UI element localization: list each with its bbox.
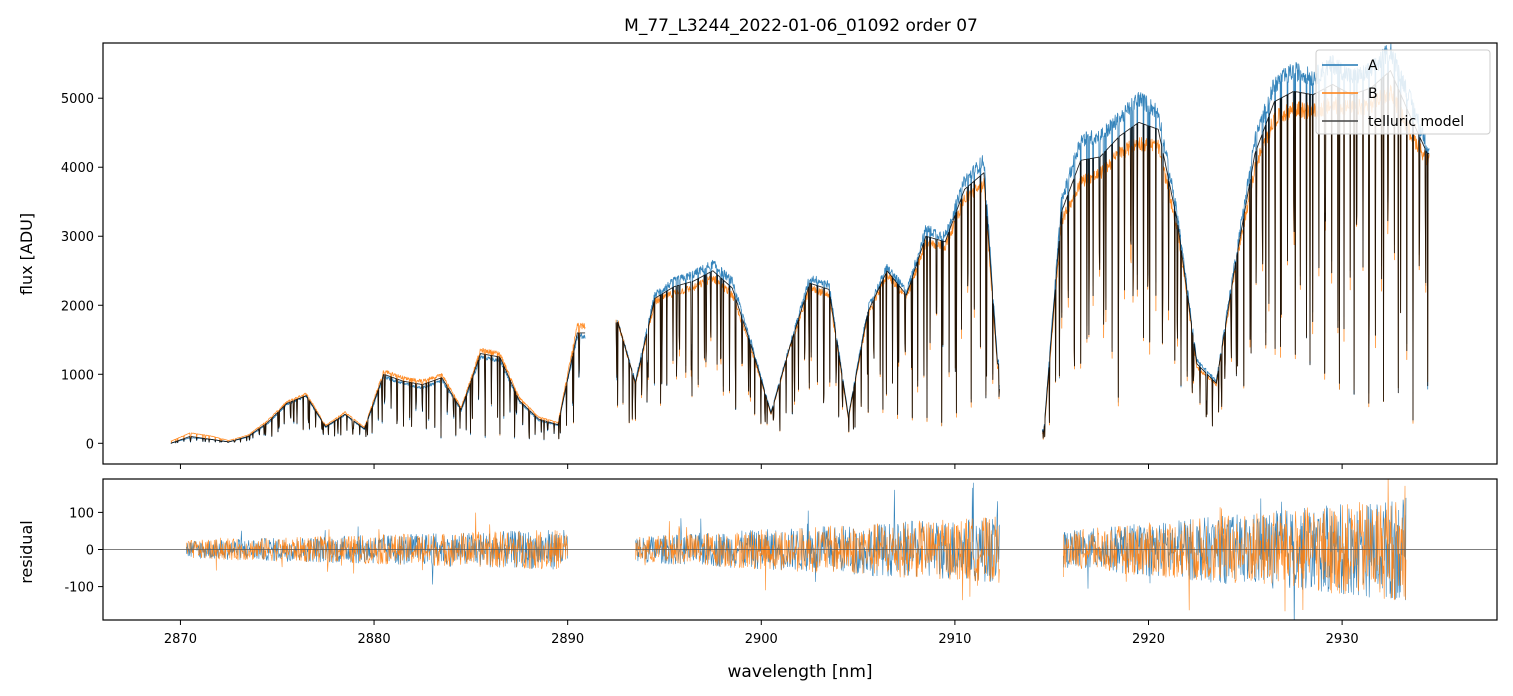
residual-xtick-label: 2890 xyxy=(551,632,584,647)
residual-panel: -100 0 100 2870 2880 2890 2900 2910 2920 2930 re… xyxy=(17,478,1498,682)
residual-xtick-label: 2920 xyxy=(1132,632,1165,647)
residual-xtick-label: 2900 xyxy=(745,632,778,647)
residual-ytick-label: -100 xyxy=(64,581,94,596)
residual-ytick-label: 0 xyxy=(86,544,94,559)
residual-xtick-label: 2870 xyxy=(164,632,197,647)
flux-panel: 0 1000 2000 3000 4000 5000 flux [ADU] A B tel… xyxy=(17,42,1498,469)
legend: A B telluric model xyxy=(1315,49,1491,135)
flux-axes-frame xyxy=(102,42,1498,465)
residual-series xyxy=(186,479,1407,620)
chart-title: M_77_L3244_2022-01-06_01092 order 07 xyxy=(624,16,978,36)
legend-label-b: B xyxy=(1368,86,1378,102)
flux-ytick-label: 4000 xyxy=(61,161,94,176)
flux-series-model xyxy=(170,70,1430,444)
flux-ytick-label: 1000 xyxy=(61,368,94,383)
residual-xtick-label: 2910 xyxy=(938,632,971,647)
flux-ytick-label: 3000 xyxy=(61,230,94,245)
residual-x-axis: 2870 2880 2890 2900 2910 2920 2930 xyxy=(164,620,1359,647)
residual-ytick-label: 100 xyxy=(69,506,94,521)
flux-x-axis xyxy=(179,464,1343,469)
legend-box xyxy=(1315,49,1491,135)
legend-label-model: telluric model xyxy=(1368,114,1464,130)
residual-xtick-label: 2880 xyxy=(358,632,391,647)
residual-ylabel: residual xyxy=(17,520,36,583)
flux-series xyxy=(170,43,1430,444)
x-axis-label: wavelength [nm] xyxy=(727,662,872,682)
flux-ytick-label: 2000 xyxy=(61,299,94,314)
legend-label-a: A xyxy=(1368,58,1378,74)
residual-xtick-label: 2930 xyxy=(1326,632,1359,647)
flux-ytick-label: 0 xyxy=(86,437,94,452)
flux-y-axis: 0 1000 2000 3000 4000 5000 xyxy=(61,92,103,452)
residual-series-a xyxy=(186,482,1407,620)
residual-y-axis: -100 0 100 xyxy=(64,506,103,596)
flux-series-b xyxy=(170,84,1430,443)
flux-ylabel: flux [ADU] xyxy=(17,213,36,295)
flux-ytick-label: 5000 xyxy=(61,92,94,107)
residual-series-b xyxy=(186,479,1407,612)
